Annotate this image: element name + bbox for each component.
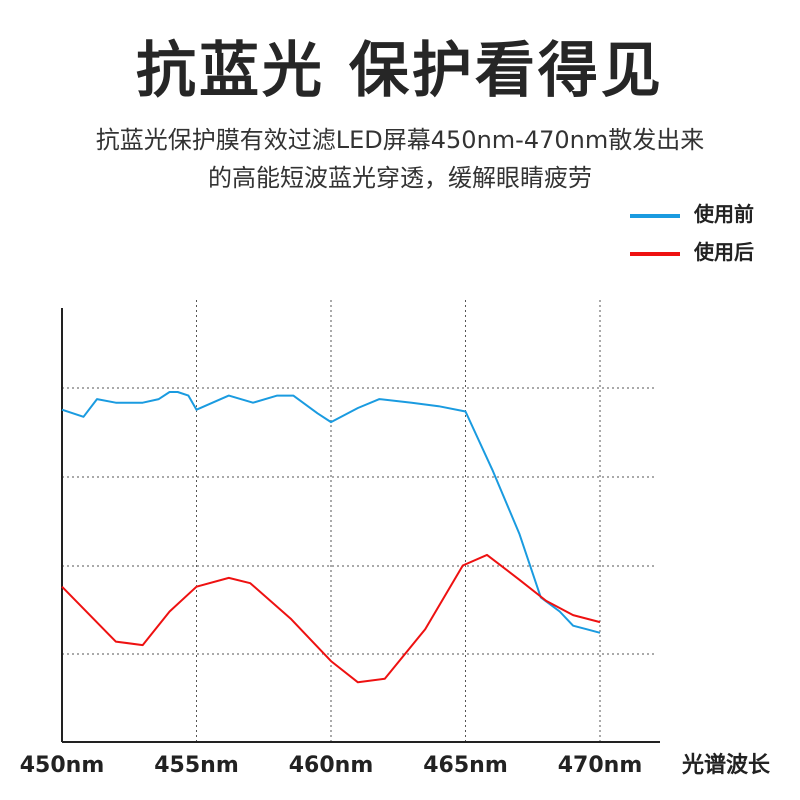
x-axis-label: 光谱波长 — [681, 752, 771, 778]
description-line-1: 抗蓝光保护膜有效过滤LED屏幕450nm-470nm散发出来 — [95, 126, 705, 154]
x-tick-label: 455nm — [154, 753, 239, 778]
legend-item-before: 使用前 — [630, 198, 754, 227]
description-line-2: 的高能短波蓝光穿透，缓解眼睛疲劳 — [208, 164, 592, 192]
legend-swatch-after — [630, 251, 680, 256]
x-tick-label: 470nm — [558, 753, 643, 778]
legend-label-after: 使用后 — [694, 240, 754, 264]
series-line-after — [61, 553, 601, 684]
x-tick-label: 460nm — [289, 753, 374, 778]
x-tick-label: 450nm — [20, 753, 105, 778]
page-title: 抗蓝光 保护看得见 — [136, 36, 664, 106]
legend-item-after: 使用后 — [630, 236, 754, 265]
x-tick-label: 465nm — [423, 753, 508, 778]
series-line-before — [61, 391, 601, 634]
legend-label-before: 使用前 — [694, 202, 754, 226]
legend-swatch-before — [630, 213, 680, 218]
